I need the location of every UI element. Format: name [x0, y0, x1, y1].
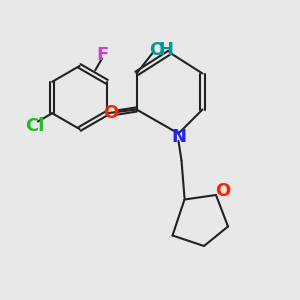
Text: O: O: [215, 182, 230, 200]
Text: H: H: [159, 41, 174, 59]
Text: N: N: [171, 128, 186, 146]
Text: O: O: [150, 41, 165, 59]
Text: O: O: [103, 103, 118, 122]
Text: F: F: [96, 46, 108, 64]
Text: Cl: Cl: [25, 117, 45, 135]
